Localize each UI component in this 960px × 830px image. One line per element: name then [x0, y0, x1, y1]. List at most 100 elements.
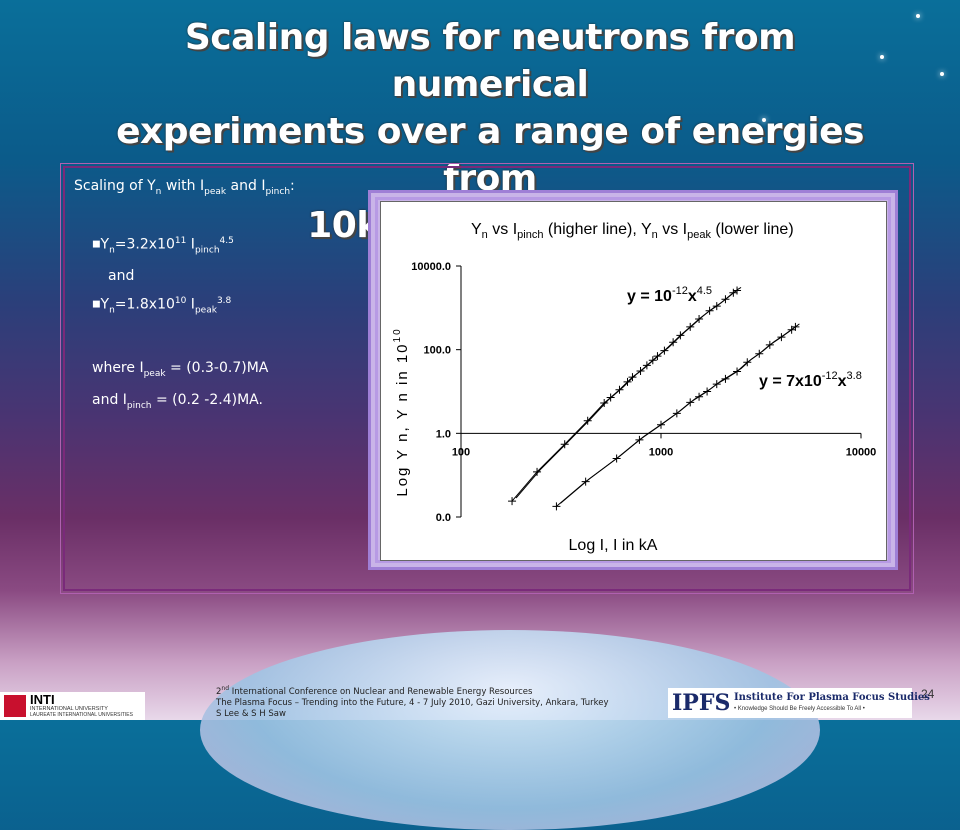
- text-run: I: [186, 296, 195, 313]
- fit-equations: y = 10-12x4.5 y = 7x10-12x3.8: [627, 285, 862, 390]
- text-run: pinch: [194, 245, 220, 256]
- text-run: n: [155, 186, 162, 197]
- data-point-marker: [686, 322, 695, 331]
- data-point-marker: [606, 393, 615, 402]
- bullet-icon: ■: [92, 299, 101, 310]
- data-point-marker: [686, 398, 695, 407]
- content-frame: [60, 163, 914, 594]
- text-run: 11: [174, 236, 187, 246]
- pinch-range: and Ipinch = (0.2 -2.4)MA.: [92, 392, 263, 411]
- fit-equation-run: y = 10: [627, 288, 672, 305]
- ipfs-logo-motto: • Knowledge Should Be Freely Accessible …: [734, 706, 865, 712]
- fit-equation-run: -12: [672, 285, 688, 297]
- data-point-marker: [791, 322, 800, 331]
- text-run: = (0.2 -2.4)MA.: [151, 392, 263, 408]
- chart-title-run: peak: [687, 229, 711, 241]
- data-point-marker: [623, 377, 632, 386]
- text-run: pinch: [265, 186, 291, 197]
- data-point-marker: [721, 374, 730, 383]
- data-point-marker: [636, 366, 645, 375]
- text-run: n: [109, 305, 115, 316]
- text-run: = (0.3-0.7)MA: [165, 360, 269, 376]
- inti-logo-icon: [4, 695, 26, 717]
- star-decoration: [826, 132, 830, 136]
- x-tick-label: 100: [452, 446, 470, 458]
- fit-equation-run: 4.5: [697, 285, 712, 297]
- data-point-marker: [703, 387, 712, 396]
- text-run: =1.8x10: [114, 296, 175, 313]
- data-point-marker: [743, 358, 752, 367]
- data-point-marker: [705, 306, 714, 315]
- data-point-marker: [733, 367, 742, 376]
- data-point-marker: [765, 340, 774, 349]
- data-point-marker: [669, 338, 678, 347]
- slide-footer: 2nd International Conference on Nuclear …: [216, 683, 609, 720]
- text-run: and I: [92, 392, 127, 408]
- y-tick-label: 100.0: [423, 345, 451, 357]
- text-run: where I: [92, 360, 144, 376]
- data-point-marker: [721, 295, 730, 304]
- ipfs-logo-name: Institute For Plasma Focus Studies: [734, 692, 930, 703]
- data-point-marker: [695, 315, 704, 324]
- fit-equation-run: x: [688, 288, 697, 305]
- ipfs-logo: IPFS Institute For Plasma Focus Studies …: [668, 688, 930, 718]
- and-label: and: [108, 268, 135, 284]
- data-point-marker: [508, 497, 517, 506]
- earth-globe-decoration: [200, 630, 820, 830]
- text-run: peak: [204, 186, 227, 197]
- text-run: I: [186, 236, 195, 253]
- data-point-marker: [600, 399, 609, 408]
- data-point-marker: [628, 373, 637, 382]
- scaling-heading: Scaling of Yn with Ipeak and Ipinch:: [74, 178, 295, 197]
- inti-logo-text: INTI: [30, 692, 55, 707]
- data-point-marker: [581, 477, 590, 486]
- ipfs-logo-text: IPFS: [672, 690, 731, 716]
- data-point-marker: [657, 420, 665, 429]
- chart-title-run: vs I: [488, 221, 517, 238]
- y-axis-label: Log Y n, Y n in 1010: [392, 327, 411, 496]
- inti-logo: INTI INTERNATIONAL UNIVERSITY LAUREATE I…: [0, 692, 145, 720]
- scaling-chart: Yn vs Ipinch (higher line), Yn vs Ipeak …: [392, 221, 876, 554]
- inti-logo-subtitle: LAUREATE INTERNATIONAL UNIVERSITIES: [30, 712, 133, 718]
- footer-line: The Plasma Focus – Trending into the Fut…: [216, 697, 609, 708]
- fit-equation-pinch: y = 10-12x4.5: [627, 285, 712, 305]
- bullet-icon: ■: [92, 239, 101, 250]
- data-point-marker: [695, 392, 704, 401]
- equation-peak: ■Yn=1.8x1010 Ipeak3.8: [92, 296, 231, 315]
- data-point-marker: [712, 302, 721, 311]
- text-run: Y: [100, 296, 110, 313]
- chart-title: Yn vs Ipinch (higher line), Yn vs Ipeak …: [471, 221, 794, 241]
- data-point-marker: [676, 331, 685, 340]
- data-point-marker: [615, 385, 624, 394]
- text-run: peak: [194, 305, 217, 316]
- data-point-marker: [612, 454, 621, 463]
- text-run: pinch: [126, 400, 152, 411]
- fit-equation-run: y = 7x10: [759, 373, 822, 390]
- data-point-marker: [712, 380, 721, 389]
- chart-title-run: (higher line), Y: [543, 221, 652, 238]
- chart-series: [508, 286, 800, 511]
- text-run: with I: [161, 178, 205, 194]
- fit-equation-run: x: [838, 373, 847, 390]
- chart-panel: Yn vs Ipinch (higher line), Yn vs Ipeak …: [380, 201, 887, 561]
- text-run: 4.5: [219, 236, 234, 246]
- data-point-marker: [583, 416, 592, 425]
- text-run: nd: [221, 685, 230, 692]
- data-point-marker: [533, 467, 542, 476]
- data-point-marker: [660, 346, 669, 355]
- data-point-marker: [672, 409, 681, 418]
- title-line: Scaling laws for neutrons from numerical: [184, 17, 796, 105]
- footer-line: S Lee & S H Saw: [216, 708, 286, 719]
- peak-range: where Ipeak = (0.3-0.7)MA: [92, 360, 268, 379]
- text-run: n: [109, 245, 115, 256]
- page-number: 24: [921, 687, 935, 701]
- y-axis-label-run: 10: [392, 327, 403, 342]
- text-run: International Conference on Nuclear and …: [229, 686, 533, 697]
- text-run: =3.2x10: [114, 236, 175, 253]
- chart-title-run: (lower line): [711, 221, 794, 238]
- chart-ticks: 10000.0 100.0 1.0 0.0 100 1000 10000: [411, 261, 876, 524]
- y-axis-label-run: Log Y n, Y n in 10: [394, 342, 411, 496]
- data-point-marker: [552, 502, 561, 511]
- text-run: :: [290, 178, 295, 194]
- inti-logo-subtitle: INTERNATIONAL UNIVERSITY: [30, 706, 108, 712]
